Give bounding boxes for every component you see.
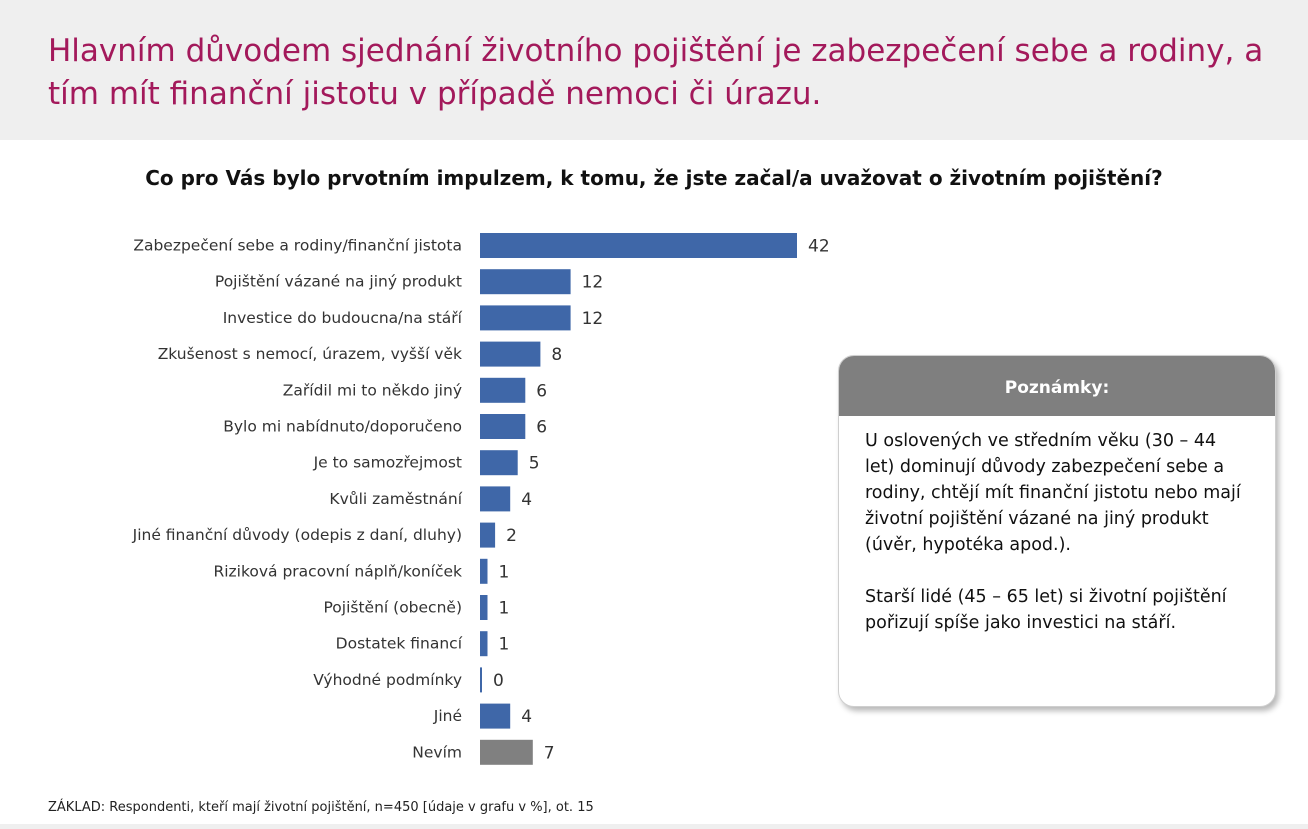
bar xyxy=(480,739,533,765)
bar xyxy=(480,595,488,620)
value-label: 0 xyxy=(493,671,504,691)
footer-note: ZÁKLAD: Respondenti, kteří mají životní … xyxy=(48,800,594,815)
category-label: Zkušenost s nemocí, úrazem, vyšší věk xyxy=(158,345,462,363)
value-label: 7 xyxy=(544,743,555,763)
category-label: Nevím xyxy=(412,743,462,761)
bar xyxy=(480,631,488,657)
value-label: 1 xyxy=(499,635,510,655)
value-label: 42 xyxy=(808,237,830,257)
category-label: Bylo mi nabídnuto/doporučeno xyxy=(223,418,462,436)
notes-box: Poznámky: U oslovených ve středním věku … xyxy=(838,355,1276,707)
value-label: 6 xyxy=(536,381,547,401)
value-label: 2 xyxy=(506,526,517,546)
notes-body: U oslovených ve středním věku (30 – 44 l… xyxy=(839,416,1275,636)
bar xyxy=(480,305,571,331)
bar xyxy=(480,269,571,295)
bar xyxy=(480,522,496,548)
chart-title: Co pro Vás bylo prvotním impulzem, k tom… xyxy=(145,166,1163,190)
notes-paragraph: U oslovených ve středním věku (30 – 44 l… xyxy=(865,431,1241,555)
notes-title: Poznámky: xyxy=(839,356,1275,416)
bar xyxy=(480,233,797,258)
value-label: 12 xyxy=(582,309,604,329)
category-label: Zařídil mi to někdo jiný xyxy=(283,381,462,399)
value-label: 1 xyxy=(499,599,510,619)
value-label: 5 xyxy=(529,454,540,474)
category-label: Riziková pracovní náplň/koníček xyxy=(213,562,462,580)
value-label: 12 xyxy=(582,273,604,293)
bar xyxy=(480,341,541,367)
value-label: 6 xyxy=(536,418,547,438)
value-label: 4 xyxy=(521,490,532,510)
category-label: Dostatek financí xyxy=(336,635,463,653)
category-label: Kvůli zaměstnání xyxy=(329,490,462,508)
category-label: Je to samozřejmost xyxy=(313,454,462,472)
category-label: Investice do budoucna/na stáří xyxy=(223,309,463,327)
header-band: Hlavním důvodem sjednání životního pojiš… xyxy=(0,0,1308,140)
bar xyxy=(480,450,518,476)
bar xyxy=(480,667,482,693)
category-label: Jiné finanční důvody (odepis z daní, dlu… xyxy=(132,526,462,544)
value-label: 1 xyxy=(499,562,510,582)
notes-paragraph: Starší lidé (45 – 65 let) si životní poj… xyxy=(865,587,1227,633)
bar xyxy=(480,414,526,439)
bar xyxy=(480,377,526,403)
bar xyxy=(480,486,511,512)
category-label: Zabezpečení sebe a rodiny/finanční jisto… xyxy=(133,237,462,255)
value-label: 4 xyxy=(521,707,532,727)
bar xyxy=(480,558,488,584)
category-label: Jiné xyxy=(433,707,462,725)
category-label: Pojištění vázané na jiný produkt xyxy=(215,273,462,291)
value-label: 8 xyxy=(551,345,562,365)
category-label: Pojištění (obecně) xyxy=(324,599,462,617)
page-title: Hlavním důvodem sjednání životního pojiš… xyxy=(48,33,1264,112)
category-label: Výhodné podmínky xyxy=(313,671,462,689)
bar xyxy=(480,703,511,729)
bottom-strip xyxy=(0,824,1308,829)
